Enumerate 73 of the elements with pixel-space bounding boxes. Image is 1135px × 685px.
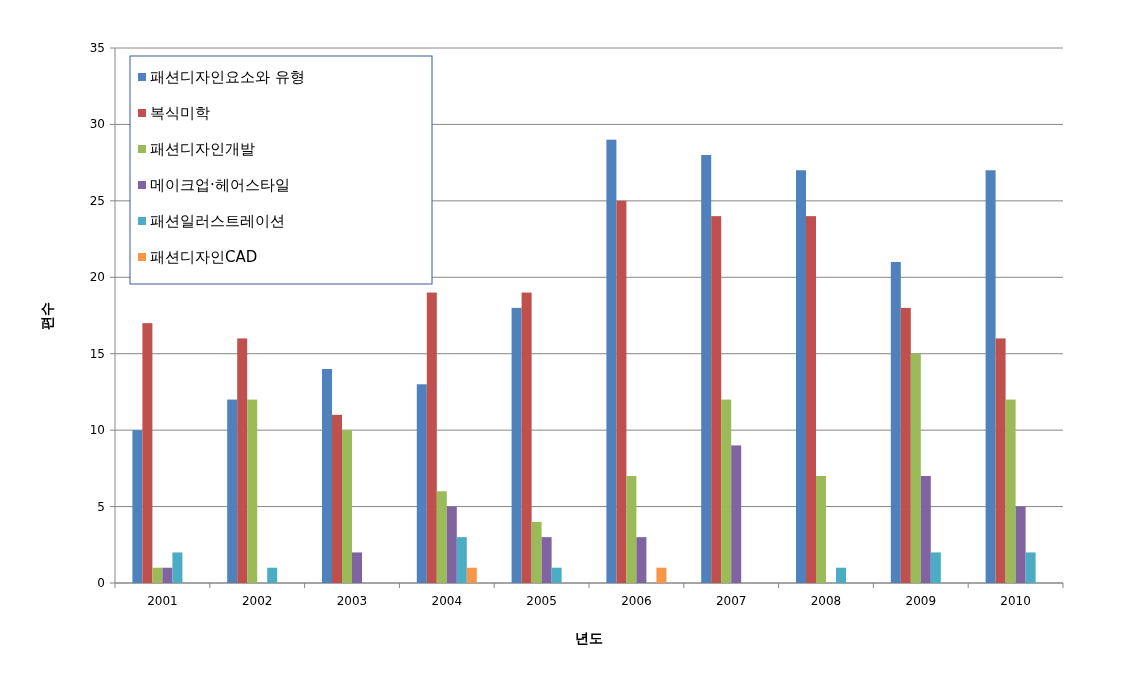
bar	[436, 491, 447, 583]
x-axis-title: 년도	[575, 630, 603, 646]
bar	[551, 567, 562, 583]
bar	[721, 399, 732, 583]
bar	[322, 369, 332, 583]
bar	[616, 200, 627, 583]
legend-label: 패션디자인CAD	[150, 248, 258, 266]
bar	[910, 353, 921, 583]
x-tick-label: 2003	[336, 594, 368, 608]
legend-label: 패션디자인개발	[150, 140, 255, 158]
bar	[806, 216, 816, 583]
bar	[985, 170, 996, 583]
bar	[1025, 552, 1036, 583]
bar	[511, 307, 522, 583]
bar	[796, 170, 806, 583]
bar	[541, 537, 552, 583]
bar	[142, 323, 153, 583]
bar	[267, 567, 278, 583]
x-tick-label: 2008	[810, 594, 842, 608]
x-tick-label: 2010	[1000, 594, 1031, 608]
bar	[731, 445, 742, 583]
x-tick-label: 2004	[431, 594, 463, 608]
bar	[521, 292, 532, 583]
bar	[606, 139, 617, 583]
bar	[342, 430, 352, 583]
y-tick-label: 15	[89, 346, 105, 361]
bar	[247, 399, 258, 583]
bar	[152, 567, 163, 583]
x-tick-label: 2005	[526, 594, 557, 608]
bar	[626, 476, 637, 583]
legend-label: 패션디자인요소와 유형	[150, 68, 305, 86]
y-tick-label: 25	[89, 193, 105, 208]
bar	[701, 155, 712, 583]
x-tick-label: 2006	[621, 594, 652, 608]
x-tick-label: 2001	[147, 594, 178, 608]
legend-label: 복식미학	[150, 104, 210, 122]
bar	[890, 262, 901, 583]
bar	[227, 399, 238, 583]
legend-label: 메이크업·헤어스타일	[150, 176, 290, 194]
bar	[995, 338, 1006, 583]
legend-label: 패션일러스트레이션	[150, 212, 285, 230]
bar	[656, 567, 667, 583]
bar	[930, 552, 941, 583]
bar	[466, 567, 477, 583]
x-tick-label: 2002	[241, 594, 273, 608]
bar	[836, 567, 846, 583]
y-tick-label: 30	[89, 117, 105, 132]
bar	[446, 506, 457, 583]
bar	[816, 476, 826, 583]
y-tick-label: 35	[89, 41, 105, 55]
bar	[920, 476, 931, 583]
bar	[416, 384, 427, 583]
x-tick-label: 2009	[905, 594, 937, 608]
x-tick-label: 2007	[715, 594, 747, 608]
y-tick-label: 0	[97, 576, 105, 590]
bar	[711, 216, 722, 583]
bar	[132, 430, 143, 583]
y-tick-label: 20	[89, 270, 105, 285]
bar	[426, 292, 437, 583]
bar	[531, 521, 542, 583]
bar	[162, 567, 173, 583]
bar	[332, 414, 342, 583]
y-tick-label: 5	[97, 499, 105, 514]
y-axis-title: 편수	[39, 301, 55, 330]
bar	[352, 552, 362, 583]
bar	[1015, 506, 1026, 583]
y-tick-label: 10	[89, 423, 105, 438]
bar	[456, 537, 467, 583]
bar	[900, 307, 911, 583]
bar	[172, 552, 183, 583]
bar	[1005, 399, 1016, 583]
bar	[636, 537, 647, 583]
bar	[237, 338, 248, 583]
